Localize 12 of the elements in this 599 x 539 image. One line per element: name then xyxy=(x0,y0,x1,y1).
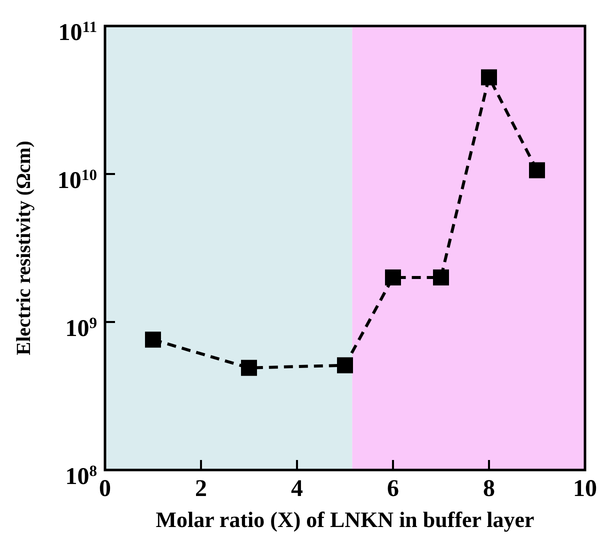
x-tick-label: 0 xyxy=(99,476,111,502)
y-axis-title: Electric resistivity (Ωcm) xyxy=(13,140,35,356)
x-tick-label: 8 xyxy=(483,476,495,502)
y-tick-label: 10$^{10}$ xyxy=(57,166,98,194)
y-tick-label: 10$^{9}$ xyxy=(65,314,98,342)
y-tick-label: 10$^{11}$ xyxy=(58,18,97,46)
x-tick-label: 2 xyxy=(195,476,207,502)
x-tick-label: 6 xyxy=(387,476,399,502)
y-tick-label: 10$^{8}$ xyxy=(65,462,98,490)
x-axis-title: Molar ratio (X) of LNKN in buffer layer xyxy=(156,507,535,532)
x-tick-label: 4 xyxy=(291,476,303,502)
x-tick-label: 10 xyxy=(573,476,597,502)
